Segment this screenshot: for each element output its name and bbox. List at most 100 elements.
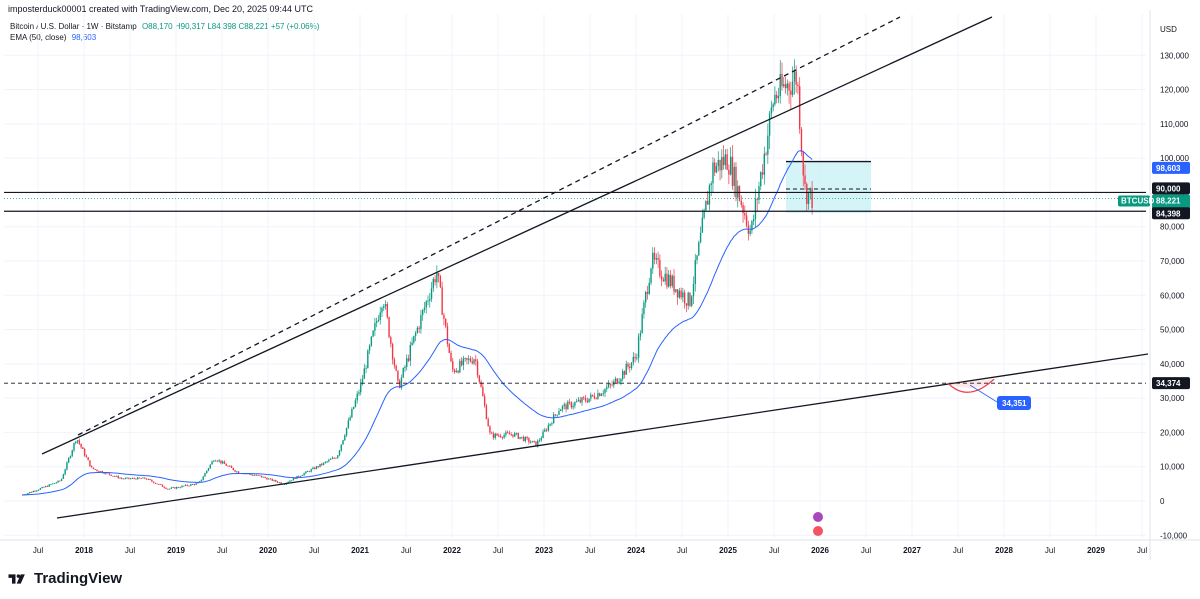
candle-body (751, 221, 753, 231)
candle-body (791, 81, 794, 95)
candle-body (441, 287, 443, 315)
candle-body (379, 312, 381, 321)
candle-body (529, 442, 532, 444)
candle-body (354, 400, 357, 407)
candle-body (760, 172, 762, 187)
candle-body (418, 327, 420, 329)
candle-body (183, 485, 185, 487)
candle-body (170, 487, 173, 489)
candle-body (460, 360, 463, 366)
candle-body (699, 232, 702, 243)
candle-body (811, 188, 813, 208)
candle-body (703, 210, 705, 218)
candle-body (765, 153, 767, 155)
candle-body (386, 304, 388, 318)
candle-body (119, 477, 121, 479)
candle-body (790, 90, 792, 95)
candle-body (501, 437, 504, 438)
candle-body (606, 387, 608, 390)
candle-body (595, 398, 597, 400)
candle-body (365, 368, 367, 369)
candle-body (639, 333, 642, 337)
candle-body (574, 402, 576, 406)
price-axis[interactable]: 130,000 120,000 110,000 100,000 90,000 80,000… (1149, 10, 1189, 560)
candle-body (496, 433, 498, 436)
candle-body (627, 363, 629, 367)
candle-body (267, 478, 270, 480)
candle-body (798, 86, 801, 129)
angle-arc-fill (948, 379, 996, 388)
candle-body (774, 94, 776, 105)
candle-body (528, 438, 530, 443)
candle-body (694, 260, 696, 285)
candle-body (381, 307, 383, 313)
candle-body (637, 336, 640, 358)
candle-body (482, 386, 484, 397)
candle-body (237, 471, 240, 474)
trend-lines[interactable] (41, 16, 1149, 519)
candle-body (611, 384, 613, 386)
time-axis[interactable]: Jul 2018 Jul 2019 Jul 2020 Jul 2021 Jul 2022 Jul 20… (0, 539, 1200, 555)
candle-body (32, 490, 34, 493)
level-90000-tag-bg (1152, 182, 1190, 195)
candle-body (731, 156, 734, 186)
candle-body (729, 156, 732, 175)
candle-body (259, 475, 261, 477)
candle-body (745, 215, 748, 226)
candle-body (275, 480, 277, 482)
candle-body (620, 379, 622, 382)
candle-body (673, 275, 675, 292)
candle-body (560, 409, 562, 411)
candle-body (225, 463, 227, 466)
candle-body (767, 135, 769, 155)
candles (21, 59, 813, 496)
candle-body (151, 479, 153, 482)
candle-body (623, 371, 626, 375)
candle-body (114, 475, 116, 477)
candle-body (276, 481, 279, 483)
candle-body (317, 466, 319, 468)
candle-body (519, 437, 521, 439)
symbol-label[interactable]: Bitcoin / U.S. Dollar · 1W · Bitstamp (10, 22, 137, 31)
candle-body (682, 292, 684, 298)
x-tick-label: 2020 (259, 546, 277, 555)
y-tick-label: 60,000 (1160, 291, 1185, 300)
candle-body (630, 362, 633, 368)
candle-body (312, 467, 314, 470)
tradingview-logo-icon (8, 573, 25, 584)
candle-body (39, 488, 42, 490)
candle-body (590, 394, 592, 399)
candle-body (621, 371, 624, 380)
candle-body (432, 279, 435, 289)
candle-body (409, 344, 411, 361)
candle-body (797, 84, 799, 87)
candle-body (264, 476, 266, 478)
candle-body (234, 470, 236, 472)
y-tick-label: 100,000 (1160, 154, 1189, 163)
candle-body (715, 166, 718, 173)
x-tick-label: Jul (493, 546, 503, 555)
tradingview-logo[interactable]: TradingView (8, 570, 122, 587)
candle-body (202, 476, 204, 480)
candle-body (308, 471, 311, 473)
candle-body (190, 484, 192, 486)
candle-body (540, 437, 542, 441)
candle-body (756, 199, 758, 200)
candle-body (105, 472, 107, 474)
candle-body (545, 429, 548, 431)
price-levels[interactable] (4, 191, 1146, 384)
candle-body (475, 359, 477, 361)
ema-price-tag: 98,603 (1156, 164, 1181, 173)
callout-bg (997, 396, 1031, 410)
candle-body (145, 478, 148, 480)
candle-body (706, 200, 709, 205)
candle-body (400, 377, 403, 388)
y-tick-label: 50,000 (1160, 326, 1185, 335)
upper-dashed-channel (77, 16, 901, 436)
candle-body (188, 485, 190, 487)
candle-body (273, 480, 275, 481)
y-tick-label: 120,000 (1160, 86, 1189, 95)
candle-body (804, 175, 806, 184)
candle-body (689, 292, 691, 306)
